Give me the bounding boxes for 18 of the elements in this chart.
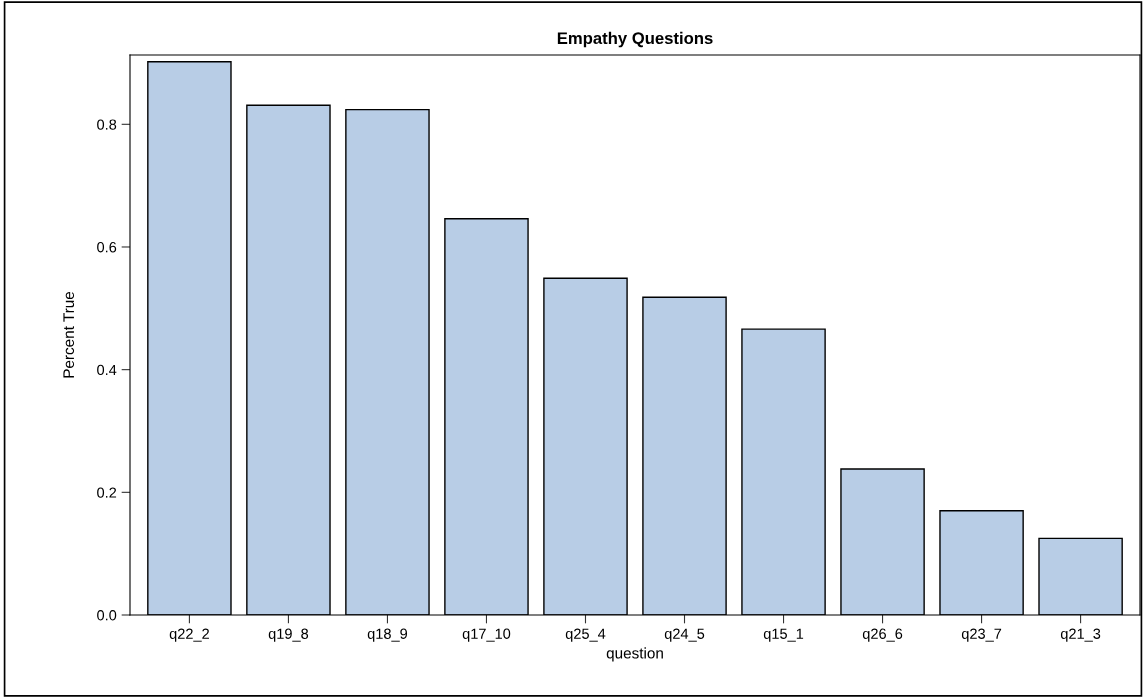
x-tick-label: q21_3 <box>1060 628 1101 642</box>
y-axis-title: Percent True <box>63 291 75 378</box>
x-tick-label: q26_6 <box>862 628 903 642</box>
y-tick-label: 0.0 <box>97 610 117 621</box>
y-tick-label: 0.4 <box>97 364 117 376</box>
x-tick-label: q25_4 <box>565 628 606 642</box>
x-axis-title: question <box>606 647 663 662</box>
y-tick-label: 0.8 <box>97 119 117 130</box>
x-tick-label: q15_1 <box>763 628 804 642</box>
y-tick-label: 0.2 <box>97 487 117 498</box>
x-tick-label: q17_10 <box>462 628 511 642</box>
y-tick-label: 0.6 <box>97 242 117 253</box>
chart-title: Empathy Questions <box>557 31 713 48</box>
x-tick-label: q23_7 <box>961 628 1002 642</box>
x-tick-label: q18_9 <box>367 628 408 642</box>
x-tick-label: q22_2 <box>169 628 209 642</box>
x-tick-label: q24_5 <box>664 628 705 642</box>
x-tick-label: q19_8 <box>268 628 309 642</box>
